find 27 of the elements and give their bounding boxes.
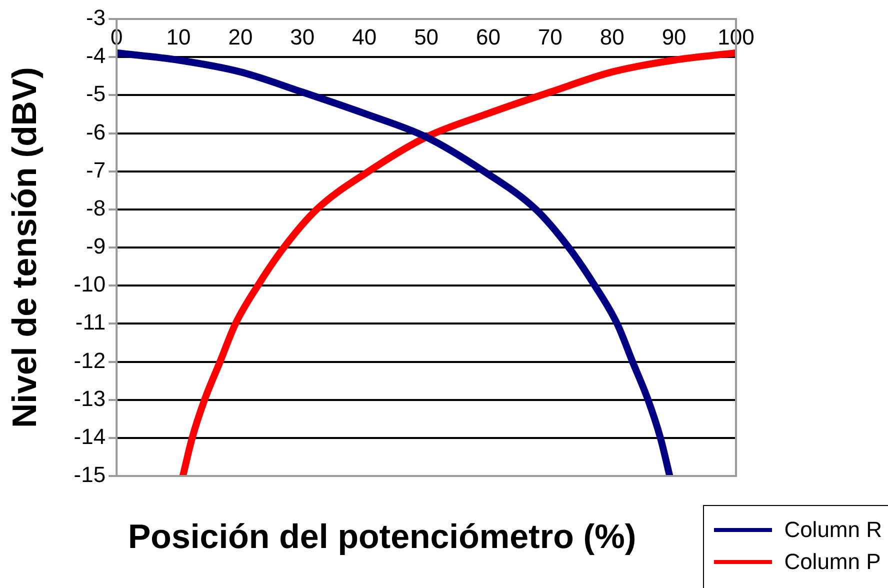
x-tick-label: 40: [352, 24, 377, 50]
y-axis-title: Nivel de tensión (dBV): [6, 67, 44, 428]
y-tick-label: -14: [74, 424, 106, 449]
y-tick-label: -13: [74, 386, 106, 411]
y-tick-label: -6: [86, 119, 106, 144]
y-tick-label: -3: [86, 5, 106, 30]
legend-label: Column R: [784, 517, 882, 543]
y-tick-label: -8: [86, 195, 106, 220]
y-tick-label: -9: [86, 234, 106, 259]
x-tick-label: 60: [476, 24, 500, 50]
y-tick-label: -4: [86, 43, 106, 68]
y-tick-label: -5: [86, 81, 106, 106]
y-tick-label: -10: [74, 272, 106, 297]
y-tick-label: -7: [86, 157, 106, 182]
x-axis-title: Posición del potenciómetro (%): [128, 518, 636, 557]
x-tick-label: 80: [600, 24, 624, 50]
x-tick-label: 10: [166, 24, 191, 50]
y-tick-label: -15: [74, 462, 106, 488]
y-tick-label: -11: [75, 310, 106, 335]
x-tick-label: 100: [718, 24, 754, 50]
x-tick-label: 30: [290, 24, 315, 50]
x-tick-label: 90: [662, 24, 686, 50]
x-tick-label: 20: [228, 24, 253, 50]
legend-label: Column P: [784, 549, 881, 575]
y-tick-label: -12: [74, 348, 106, 373]
x-tick-label: 50: [414, 24, 439, 50]
x-tick-label: 70: [538, 24, 562, 50]
